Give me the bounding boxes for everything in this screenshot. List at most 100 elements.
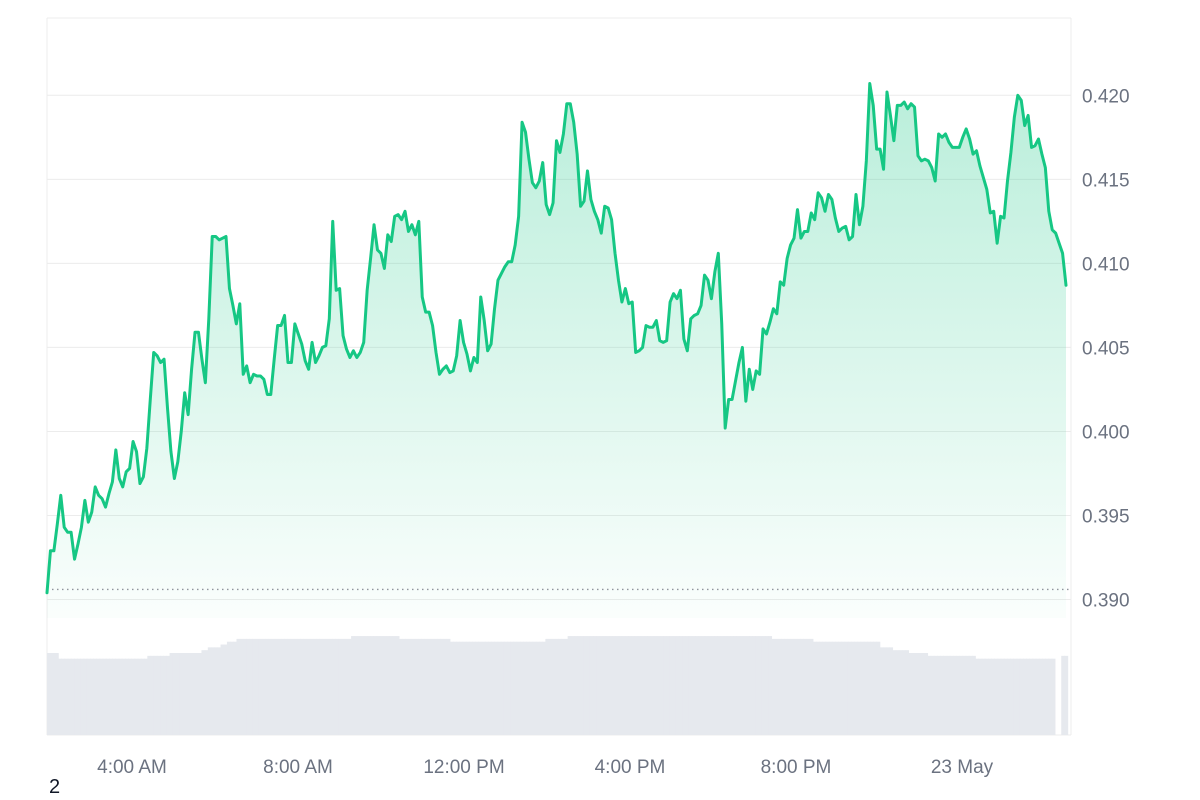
volume-bar [414,638,419,735]
volume-bar [172,653,177,735]
volume-bar [344,638,349,735]
volume-bar [586,636,591,735]
volume-bar [991,658,995,735]
volume-bar [739,636,744,735]
volume-bar [1051,658,1056,735]
volume-bar [921,653,925,735]
volume-bar [857,641,862,735]
volume-bar [816,641,820,735]
volume-bar [930,655,935,735]
volume-bar [844,641,849,735]
volume-bar [147,655,152,735]
volume-bar [733,636,738,735]
volume-bar [67,658,72,735]
volume-bar [898,650,903,735]
volume-bar [261,638,266,735]
volume-bar [64,658,69,735]
volume-bar [430,638,435,735]
volume-bar [548,638,553,735]
volume-bar [545,638,550,735]
volume-bar [831,641,836,735]
volume-bar [351,636,355,735]
volume-bar [968,655,973,735]
x-tick-label: 4:00 PM [595,757,666,778]
volume-bar [554,638,559,735]
footnote-label: 2 [49,776,61,798]
volume-bar [255,638,260,735]
volume-bar [742,636,747,735]
volume-bar [1013,658,1018,735]
volume-bar [405,638,410,735]
volume-bar [765,636,769,735]
volume-bar [156,655,161,735]
volume-bar [755,636,760,735]
volume-bar [589,636,594,735]
volume-bar [258,638,263,735]
volume-bar [663,636,667,735]
volume-bar [417,638,422,735]
volume-bar [191,653,196,735]
volume-bar [1045,658,1050,735]
volume-bar [1048,658,1053,735]
volume-bar [153,655,158,735]
volume-bar [198,653,203,735]
volume-bar [86,658,91,735]
volume-bar [398,638,403,735]
x-tick-label: 4:00 AM [97,757,167,778]
volume-bar [437,638,441,735]
volume-bar [319,638,324,735]
volume-bar [312,638,317,735]
volume-bar [558,638,562,735]
volume-bar [777,638,782,735]
volume-bar [233,641,238,735]
volume-bar [924,653,929,735]
volume-bar [624,636,629,735]
volume-bar [886,647,890,735]
volume-bar [835,641,839,735]
volume-bar [956,655,960,735]
volume-bar [937,655,941,735]
volume-bar [507,641,511,735]
volume-bar [943,655,948,735]
volume-bar [577,636,581,735]
volume-bar [373,636,378,735]
volume-bar [427,638,432,735]
y-tick-label: 0.405 [1082,338,1130,359]
y-tick-label: 0.420 [1082,86,1130,107]
volume-bar [472,641,476,735]
volume-bar [210,647,215,735]
volume-bar [1026,658,1030,735]
volume-bar [411,638,416,735]
volume-bar [784,638,788,735]
volume-bar [481,641,486,735]
volume-bar [793,638,798,735]
volume-bar [618,636,623,735]
volume-bar [277,638,282,735]
volume-bar [459,641,464,735]
volume-bar [564,638,569,735]
volume-bar [749,636,753,735]
volume-bar [902,650,906,735]
volume-bar [672,636,677,735]
volume-bar [510,641,515,735]
volume-bar [58,658,62,735]
volume-bar [140,658,145,735]
volume-bar [246,638,250,735]
volume-bar [905,650,909,735]
volume-bar [468,641,473,735]
volume-bar [914,653,919,735]
x-tick-label: 8:00 PM [761,757,832,778]
volume-bar [325,638,330,735]
volume-bar [532,641,537,735]
volume-bar [723,636,728,735]
volume-bar [163,655,168,735]
volume-bar [870,641,874,735]
volume-bar [1038,658,1043,735]
volume-bars [47,636,1069,735]
volume-bar [128,658,132,735]
volume-bar [908,653,913,735]
volume-bar [207,647,212,735]
volume-bar [637,636,642,735]
volume-bar [134,658,139,735]
volume-bar [274,638,279,735]
